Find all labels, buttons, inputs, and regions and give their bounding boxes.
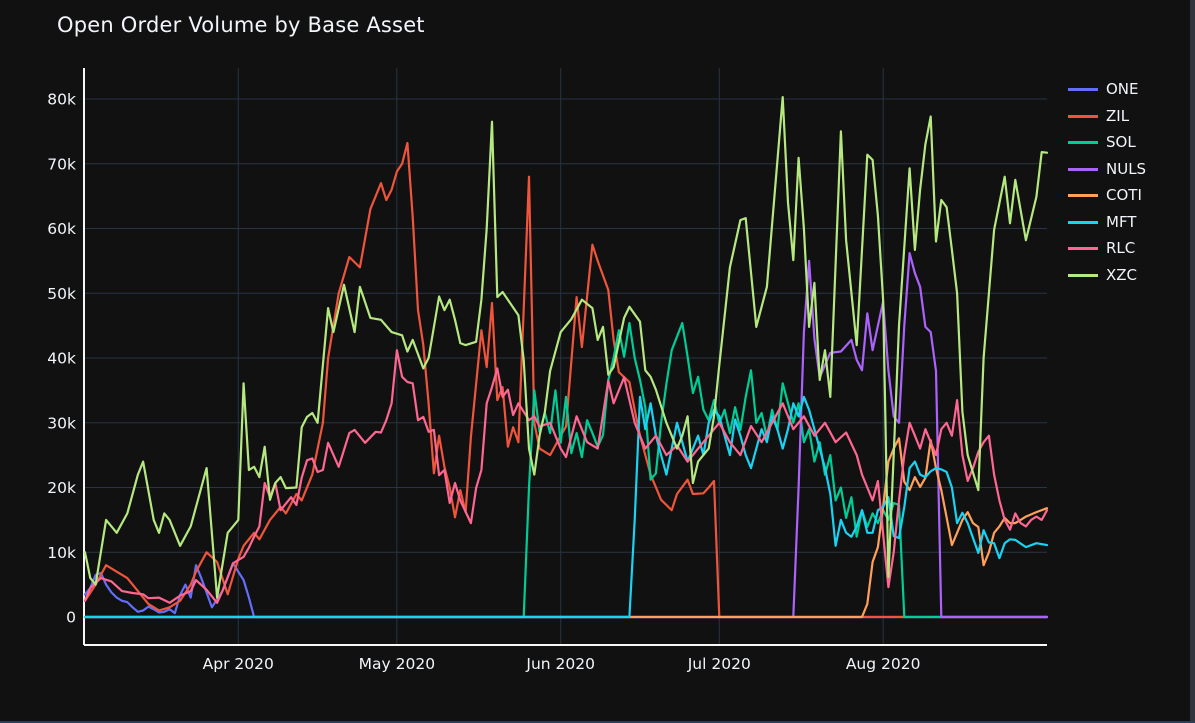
y-tick-label: 70k [47, 155, 76, 173]
legend-label: ZIL [1106, 106, 1130, 125]
y-tick-label: 40k [47, 350, 76, 368]
window-edge-bottom [0, 721, 1195, 723]
legend-label: MFT [1106, 212, 1137, 231]
legend-label: RLC [1106, 239, 1136, 257]
y-tick-label: 50k [47, 285, 76, 303]
legend-label: NULS [1106, 159, 1147, 178]
series-line-ZIL[interactable] [83, 141, 1049, 619]
legend-line-swatch-icon [1068, 114, 1098, 118]
legend-line-swatch-icon [1068, 88, 1098, 91]
y-tick-label: 30k [47, 414, 76, 432]
legend-line-swatch-icon [1068, 220, 1098, 224]
legend-line-swatch-icon [1068, 167, 1098, 171]
legend-label: ONE [1106, 80, 1139, 98]
legend-item-XZC[interactable]: XZC [1068, 266, 1146, 285]
y-tick-label: 60k [47, 220, 76, 238]
legend-line-swatch-icon [1068, 194, 1098, 197]
legend-label: SOL [1106, 133, 1136, 151]
tick-labels: 0 10k 20k 30k 40k 50k 60k 70k 80k Apr 2020 May 202… [47, 91, 920, 674]
legend-item-NULS[interactable]: NULS [1068, 160, 1146, 179]
series-line-NULS[interactable] [83, 252, 1049, 619]
x-tick-label: Aug 2020 [846, 655, 921, 673]
legend-line-swatch-icon [1068, 141, 1098, 144]
y-tick-label: 10k [47, 544, 76, 562]
x-tick-label: Jul 2020 [687, 655, 751, 673]
window-edge-right [1190, 0, 1195, 723]
x-tick-label: Apr 2020 [203, 655, 274, 673]
series-line-XZC[interactable] [83, 95, 1049, 599]
x-tick-label: Jun 2020 [525, 655, 595, 673]
legend-line-swatch-icon [1068, 247, 1098, 250]
legend-item-ONE[interactable]: ONE [1068, 80, 1146, 99]
legend-item-SOL[interactable]: SOL [1068, 133, 1146, 152]
legend-line-swatch-icon [1068, 273, 1098, 277]
series-lines [83, 95, 1049, 619]
chart-title: Open Order Volume by Base Asset [57, 13, 425, 37]
legend: ONE ZIL SOL NULS COTI MFT RLC XZC [1068, 80, 1146, 285]
legend-item-MFT[interactable]: MFT [1068, 213, 1146, 232]
y-tick-label: 80k [47, 91, 76, 109]
legend-item-COTI[interactable]: COTI [1068, 186, 1146, 205]
legend-item-ZIL[interactable]: ZIL [1068, 107, 1146, 126]
legend-label: XZC [1106, 265, 1138, 284]
y-tick-label: 0 [66, 609, 76, 627]
y-tick-label: 20k [47, 479, 76, 497]
legend-label: COTI [1106, 186, 1142, 204]
x-tick-label: May 2020 [359, 655, 435, 673]
legend-item-RLC[interactable]: RLC [1068, 239, 1146, 258]
